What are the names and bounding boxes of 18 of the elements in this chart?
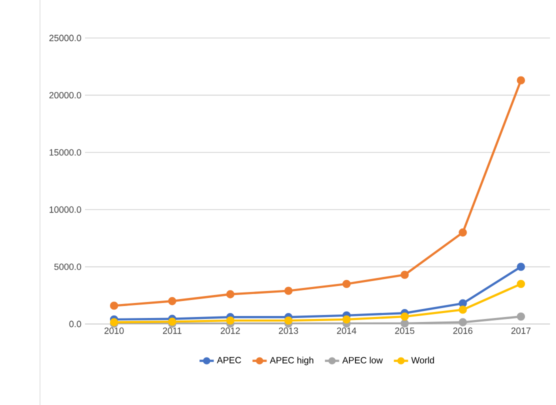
y-tick-label: 20000.0 <box>49 92 82 98</box>
x-tick-label: 2014 <box>337 328 356 334</box>
legend-label: APEC high <box>270 356 314 366</box>
x-tick-label: 2013 <box>278 328 298 334</box>
y-tick-label: 15000.0 <box>50 149 82 156</box>
y-tick-label: 25000.0 <box>49 34 82 42</box>
x-tick-label: 2012 <box>220 328 240 334</box>
x-tick-label: 2010 <box>104 328 124 334</box>
legend-label: APEC low <box>342 356 383 364</box>
y-tick-label: 0.0 <box>69 320 82 328</box>
x-tick-label: 2017 <box>511 328 530 334</box>
x-tick-label: 2016 <box>453 328 472 334</box>
y-tick-label: 10000.0 <box>50 206 82 213</box>
x-tick-label: 2011 <box>162 328 182 334</box>
y-tick-label: 5000.0 <box>54 264 82 270</box>
x-tick-label: 2015 <box>395 328 414 334</box>
legend-label: World <box>411 356 434 364</box>
legend-label: APEC <box>216 356 242 364</box>
